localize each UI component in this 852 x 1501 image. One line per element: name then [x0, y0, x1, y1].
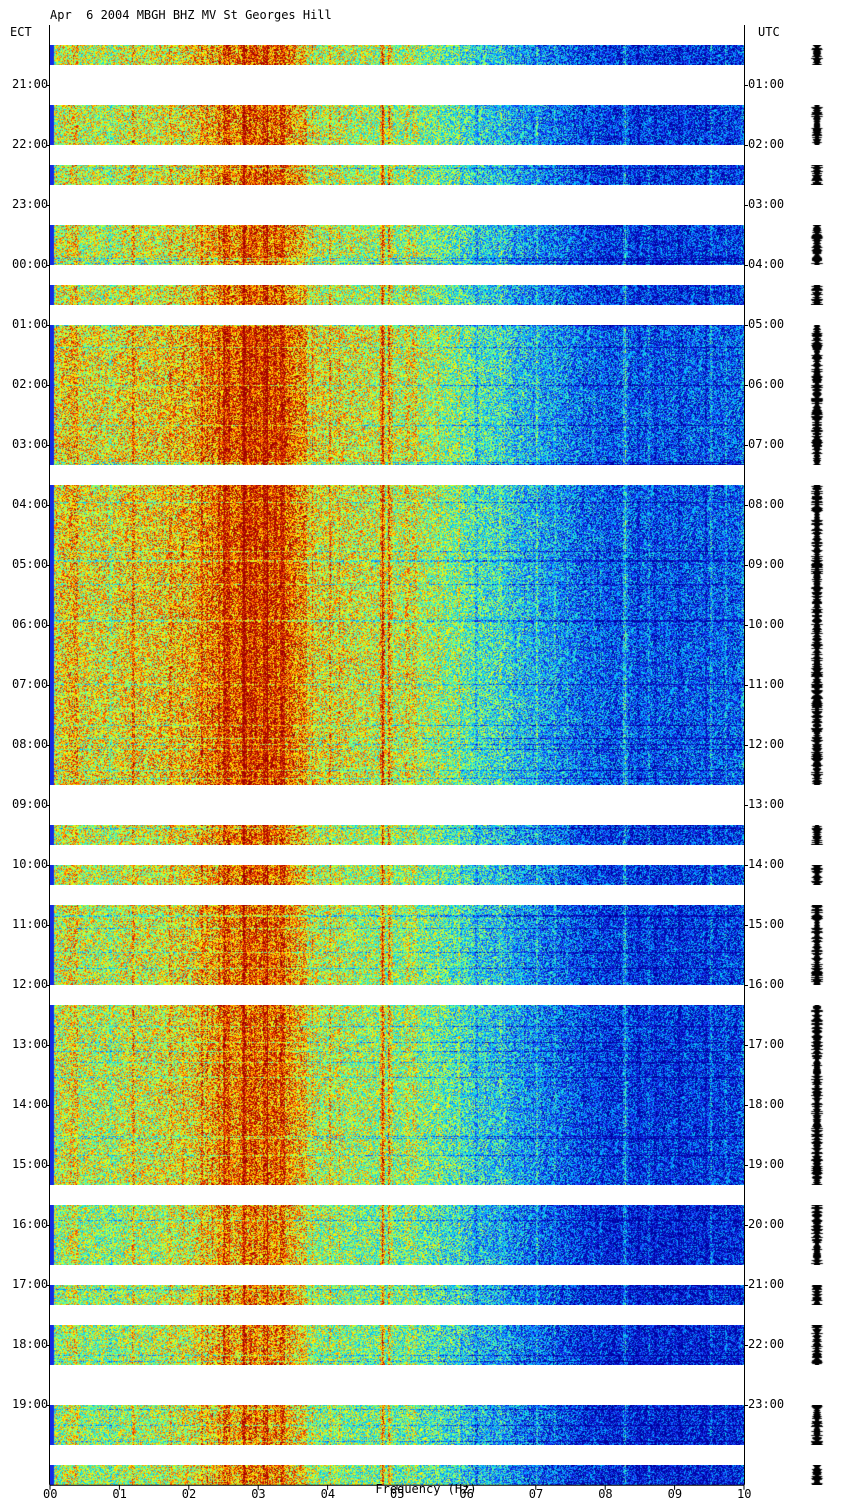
spectrogram-segment — [50, 325, 744, 465]
y-tick-label-right: 07:00 — [748, 437, 785, 451]
x-tick-label: 04 — [320, 1486, 336, 1501]
y-tick-label-right: 10:00 — [748, 617, 785, 631]
y-tick-label-right: 15:00 — [748, 917, 785, 931]
seismogram-trace — [806, 105, 828, 145]
y-tick-label-left: 23:00 — [12, 197, 49, 211]
y-tick-label-left: 15:00 — [12, 1157, 49, 1171]
y-tick-label-right: 16:00 — [748, 977, 785, 991]
seismogram-trace — [806, 1285, 828, 1305]
y-tick-label-right: 03:00 — [748, 197, 785, 211]
y-tick-label-right: 22:00 — [748, 1337, 785, 1351]
y-tick-label-left: 08:00 — [12, 737, 49, 751]
spectrogram-segment — [50, 225, 744, 265]
x-axis-label: Frequency (Hz) — [375, 1482, 477, 1496]
spectrogram-segment — [50, 165, 744, 185]
seismogram-trace — [806, 165, 828, 185]
y-tick-label-right: 13:00 — [748, 797, 785, 811]
spectrogram-segment — [50, 1285, 744, 1305]
seismogram-trace — [806, 225, 828, 265]
spectrogram-segment — [50, 1205, 744, 1265]
x-tick-label: 03 — [251, 1486, 266, 1501]
seismogram-trace — [806, 865, 828, 885]
seismogram-trace — [806, 285, 828, 305]
spectrogram-segment — [50, 1005, 744, 1185]
y-tick-label-right: 23:00 — [748, 1397, 785, 1411]
y-tick-label-left: 10:00 — [12, 857, 49, 871]
spectrogram-segment — [50, 105, 744, 145]
y-tick-label-right: 05:00 — [748, 317, 785, 331]
y-tick-label-right: 06:00 — [748, 377, 785, 391]
y-tick-label-left: 17:00 — [12, 1277, 49, 1291]
x-tick-label: 10 — [737, 1486, 752, 1501]
y-tick-label-right: 08:00 — [748, 497, 785, 511]
y-tick-label-left: 22:00 — [12, 137, 49, 151]
x-tick-label: 07 — [528, 1486, 544, 1501]
x-tick-label: 09 — [667, 1486, 683, 1501]
seismogram-trace — [806, 325, 828, 465]
seismogram-trace — [806, 1325, 828, 1365]
y-tick-label-right: 02:00 — [748, 137, 785, 151]
y-tick-label-left: 16:00 — [12, 1217, 49, 1231]
right-timezone-label: UTC — [758, 25, 780, 39]
y-tick-label-left: 13:00 — [12, 1037, 49, 1051]
y-tick-label-right: 01:00 — [748, 77, 785, 91]
y-tick-label-right: 09:00 — [748, 557, 785, 571]
y-tick-label-left: 06:00 — [12, 617, 49, 631]
spectrogram-segment — [50, 865, 744, 885]
y-tick-label-left: 02:00 — [12, 377, 49, 391]
seismogram-trace — [806, 1405, 828, 1445]
seismogram-trace — [806, 1205, 828, 1265]
x-tick-label: 02 — [181, 1486, 197, 1501]
spectrogram-segment — [50, 485, 744, 785]
x-tick-label: 00 — [43, 1486, 58, 1501]
seismogram-trace — [806, 1465, 828, 1485]
y-tick-label-left: 09:00 — [12, 797, 49, 811]
y-tick-label-right: 12:00 — [748, 737, 785, 751]
y-tick-label-right: 04:00 — [748, 257, 785, 271]
y-tick-label-left: 05:00 — [12, 557, 49, 571]
spectrogram-segment — [50, 1325, 744, 1365]
y-tick-label-right: 17:00 — [748, 1037, 785, 1051]
y-tick-label-left: 11:00 — [12, 917, 49, 931]
spectrogram-segment — [50, 825, 744, 845]
y-tick-label-left: 07:00 — [12, 677, 49, 691]
seismogram-trace — [806, 1005, 828, 1185]
seismogram-trace — [806, 485, 828, 785]
x-tick-label: 08 — [598, 1486, 613, 1501]
seismogram-trace — [806, 905, 828, 985]
y-tick-label-right: 18:00 — [748, 1097, 785, 1111]
y-tick-label-left: 03:00 — [12, 437, 49, 451]
spectrogram-segment — [50, 905, 744, 985]
y-tick-label-right: 11:00 — [748, 677, 785, 691]
y-tick-label-right: 20:00 — [748, 1217, 785, 1231]
y-tick-label-left: 18:00 — [12, 1337, 49, 1351]
y-tick-label-right: 21:00 — [748, 1277, 785, 1291]
y-tick-label-left: 00:00 — [12, 257, 49, 271]
spectrogram-segment — [50, 1405, 744, 1445]
spectrogram-segment — [50, 1465, 744, 1485]
x-tick-label: 05 — [390, 1486, 405, 1501]
x-tick-label: 01 — [112, 1486, 127, 1501]
left-timezone-label: ECT — [10, 25, 32, 39]
seismogram-trace — [806, 45, 828, 65]
y-tick-label-right: 19:00 — [748, 1157, 785, 1171]
seismogram-trace — [806, 825, 828, 845]
y-tick-label-left: 01:00 — [12, 317, 49, 331]
x-tick-label: 06 — [459, 1486, 474, 1501]
y-tick-label-left: 21:00 — [12, 77, 49, 91]
y-tick-label-right: 14:00 — [748, 857, 785, 871]
chart-title: Apr 6 2004 MBGH BHZ MV St Georges Hill — [50, 8, 332, 22]
y-tick-label-left: 14:00 — [12, 1097, 49, 1111]
y-tick-label-left: 12:00 — [12, 977, 49, 991]
spectrogram-segment — [50, 285, 744, 305]
y-tick-label-left: 19:00 — [12, 1397, 49, 1411]
spectrogram-segment — [50, 45, 744, 65]
y-tick-label-left: 04:00 — [12, 497, 49, 511]
